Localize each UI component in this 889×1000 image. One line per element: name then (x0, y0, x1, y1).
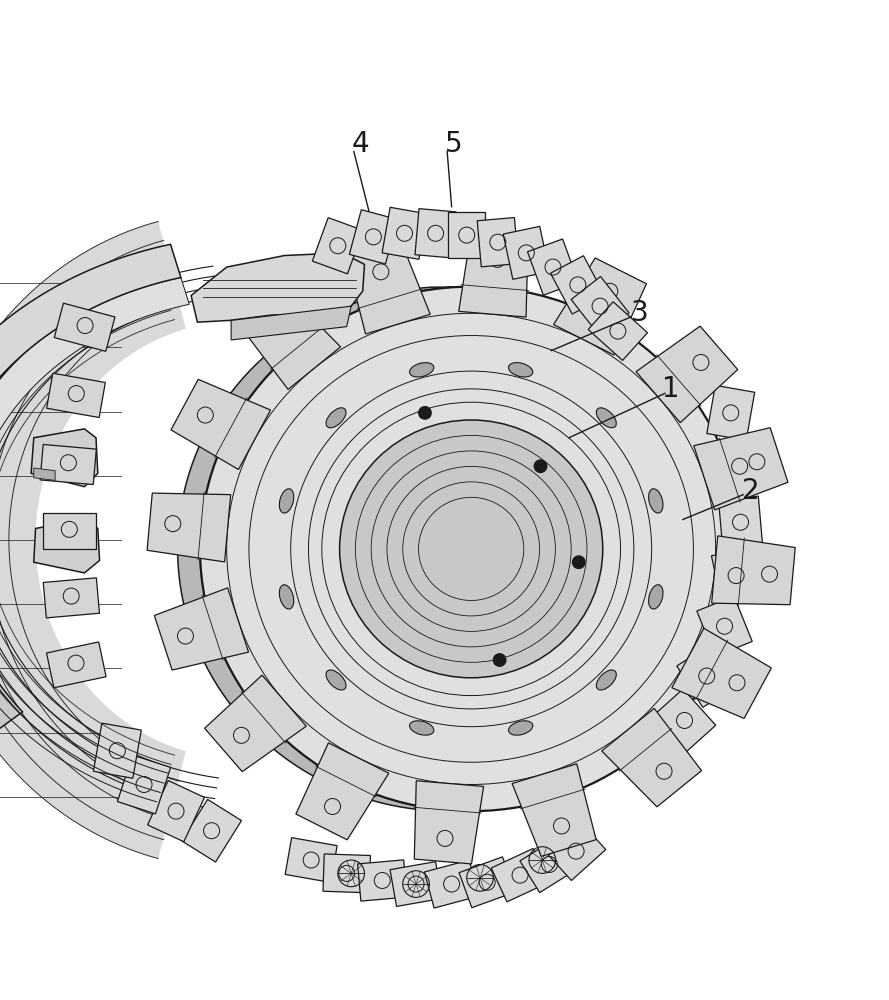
Polygon shape (390, 862, 442, 906)
Polygon shape (707, 385, 755, 440)
Polygon shape (711, 547, 761, 604)
Polygon shape (147, 493, 230, 562)
Ellipse shape (326, 408, 346, 428)
Polygon shape (349, 210, 397, 264)
Polygon shape (415, 209, 456, 258)
Polygon shape (178, 287, 454, 811)
Polygon shape (93, 723, 141, 778)
Polygon shape (554, 258, 646, 355)
Circle shape (493, 654, 506, 666)
Ellipse shape (340, 420, 603, 678)
Polygon shape (424, 860, 479, 908)
Polygon shape (312, 218, 364, 274)
Polygon shape (34, 468, 55, 480)
Polygon shape (693, 428, 788, 510)
Polygon shape (0, 278, 189, 449)
Polygon shape (54, 303, 115, 351)
Polygon shape (34, 520, 100, 573)
Circle shape (573, 556, 585, 568)
Ellipse shape (649, 489, 663, 513)
Text: 3: 3 (631, 299, 649, 327)
Polygon shape (0, 302, 57, 585)
Ellipse shape (410, 721, 434, 735)
Polygon shape (712, 536, 796, 605)
Text: 1: 1 (662, 375, 680, 403)
Polygon shape (414, 781, 484, 864)
Polygon shape (547, 822, 605, 880)
Circle shape (534, 460, 547, 472)
Polygon shape (285, 838, 337, 882)
Ellipse shape (649, 585, 663, 609)
Polygon shape (589, 302, 647, 360)
Ellipse shape (509, 721, 533, 735)
Polygon shape (46, 642, 106, 688)
Polygon shape (677, 645, 737, 707)
Ellipse shape (410, 363, 434, 377)
Polygon shape (181, 799, 242, 862)
Polygon shape (477, 218, 518, 267)
Ellipse shape (200, 287, 742, 811)
Polygon shape (204, 675, 307, 772)
Polygon shape (31, 429, 98, 487)
Polygon shape (0, 425, 22, 732)
Polygon shape (0, 221, 186, 859)
Polygon shape (117, 755, 171, 814)
Polygon shape (718, 496, 763, 548)
Polygon shape (382, 207, 427, 259)
Text: 4: 4 (351, 130, 369, 158)
Polygon shape (191, 253, 364, 322)
Text: 2: 2 (742, 477, 760, 505)
Polygon shape (520, 836, 579, 893)
Polygon shape (40, 444, 96, 485)
Ellipse shape (279, 489, 293, 513)
Polygon shape (697, 596, 752, 656)
Polygon shape (171, 379, 270, 470)
Polygon shape (653, 689, 716, 752)
Polygon shape (672, 628, 772, 718)
Polygon shape (527, 239, 579, 295)
Text: 5: 5 (444, 130, 462, 158)
Polygon shape (346, 241, 430, 334)
Polygon shape (0, 244, 180, 439)
Polygon shape (719, 441, 760, 491)
Polygon shape (459, 234, 528, 317)
Polygon shape (492, 848, 549, 902)
Polygon shape (155, 588, 249, 670)
Ellipse shape (509, 363, 533, 377)
Polygon shape (231, 306, 351, 340)
Polygon shape (296, 743, 388, 840)
Circle shape (419, 407, 431, 419)
Polygon shape (459, 857, 516, 908)
Polygon shape (323, 854, 371, 893)
Polygon shape (602, 708, 701, 807)
Polygon shape (571, 276, 629, 336)
Polygon shape (636, 326, 738, 423)
Ellipse shape (279, 585, 293, 609)
Polygon shape (148, 781, 204, 842)
Polygon shape (357, 860, 407, 901)
Ellipse shape (597, 408, 616, 428)
Polygon shape (46, 373, 105, 418)
Ellipse shape (597, 670, 616, 690)
Polygon shape (512, 764, 597, 856)
Polygon shape (241, 291, 340, 389)
Ellipse shape (326, 670, 346, 690)
Polygon shape (448, 212, 485, 258)
Polygon shape (503, 226, 549, 279)
Polygon shape (550, 256, 605, 314)
Polygon shape (44, 578, 100, 618)
Polygon shape (43, 513, 96, 549)
